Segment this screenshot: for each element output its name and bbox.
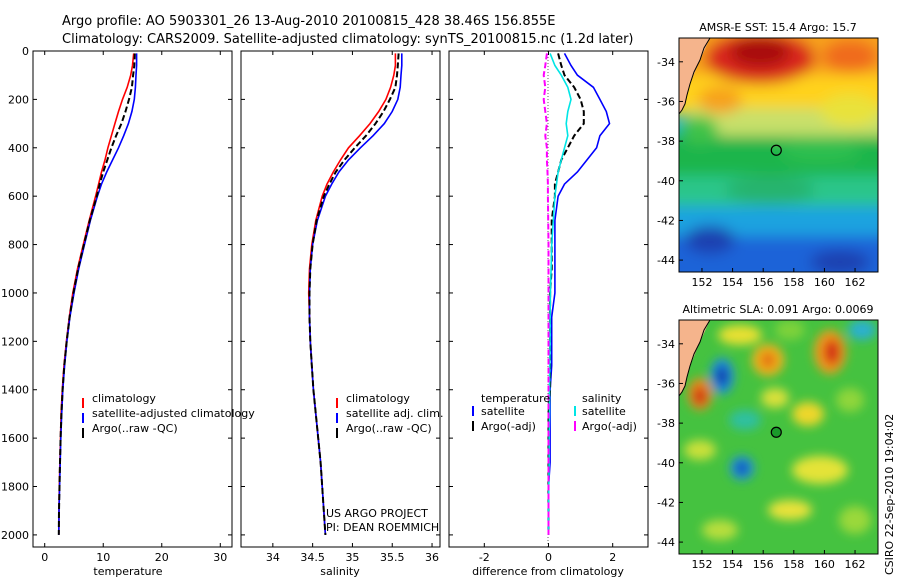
x-tick-label: 34.5	[300, 551, 325, 564]
map-y-tick-label: -40	[657, 457, 675, 470]
pi-annotation: PI: DEAN ROEMMICH	[326, 521, 439, 534]
series-line-salinity-satellite	[547, 53, 572, 535]
salinity-legend: climatology satellite adj. clim. Argo(..…	[336, 392, 443, 438]
legend-temperature-title: temperature	[481, 392, 550, 405]
y-tick-label: 2000	[1, 529, 29, 542]
map-x-tick-label: 160	[814, 276, 835, 289]
series-line-satellite-adj-clim-	[308, 53, 403, 535]
map-x-tick-label: 162	[845, 558, 866, 571]
x-tick-label: 2	[609, 551, 616, 564]
legend-sal-argo: Argo(-adj)	[582, 420, 637, 433]
temperature-axes-box	[32, 50, 233, 548]
legend-salinity-title: salinity	[582, 392, 622, 405]
map-y-tick-label: -38	[657, 135, 675, 148]
map-x-tick-label: 152	[691, 276, 712, 289]
y-tick-label: 400	[8, 142, 29, 155]
map-x-tick-label: 154	[722, 558, 743, 571]
y-tick-label: 1200	[1, 335, 29, 348]
sla-map-title: Altimetric SLA: 0.091 Argo: 0.0069	[682, 303, 873, 316]
legend-satellite-adjusted: satellite-adjusted climatology	[92, 407, 255, 420]
map-y-tick-label: -42	[657, 214, 675, 227]
figure-title-line2: Climatology: CARS2009. Satellite-adjuste…	[62, 32, 634, 47]
sst-map: AMSR-E SST: 15.4 Argo: 15.7	[657, 21, 879, 289]
series-line-satellite-adjusted-climatology	[58, 53, 138, 535]
salinity-panel: 34 34.5 35 35.5 36 salinity climatology sate…	[240, 50, 443, 578]
project-annotation: US ARGO PROJECT	[326, 507, 428, 520]
map-y-tick-label: -40	[657, 175, 675, 188]
series-line-climatology	[58, 53, 135, 535]
map-y-tick-label: -34	[657, 56, 675, 69]
x-tick-label: -2	[479, 551, 490, 564]
map-y-tick-label: -34	[657, 338, 675, 351]
sst-map-frame	[678, 37, 879, 273]
map-x-tick-label: 158	[783, 558, 804, 571]
y-tick-label: 1400	[1, 384, 29, 397]
map-y-tick-label: -36	[657, 377, 675, 390]
salinity-axes-box	[240, 50, 441, 548]
series-line-argo-raw-qc-	[308, 53, 400, 535]
sst-field	[679, 38, 878, 272]
series-line-salinity-argo-adj-	[542, 53, 550, 535]
map-x-tick-label: 154	[722, 276, 743, 289]
map-y-tick-label: -42	[657, 496, 675, 509]
map-y-tick-label: -36	[657, 95, 675, 108]
argo-float-marker	[770, 426, 782, 438]
map-x-tick-label: 152	[691, 558, 712, 571]
legend-sal-satellite: satellite	[582, 405, 626, 418]
difference-panel: -2 0 2 difference from climatology tempera…	[448, 50, 649, 578]
map-y-tick-label: -38	[657, 417, 675, 430]
figure-title-line1: Argo profile: AO 5903301_26 13-Aug-2010 …	[62, 14, 555, 29]
x-tick-label: 34	[266, 551, 280, 564]
temperature-panel: 0 10 20 30 0 200 400 600 800 1000 1200 1400 1600 1800…	[1, 45, 255, 578]
temperature-legend: climatology satellite-adjusted climatolo…	[82, 392, 255, 438]
legend-climatology: climatology	[346, 392, 410, 405]
map-x-tick-label: 156	[753, 558, 774, 571]
y-tick-label: 800	[8, 239, 29, 252]
difference-xlabel: difference from climatology	[472, 565, 624, 578]
map-x-tick-label: 156	[753, 276, 774, 289]
x-tick-label: 0	[545, 551, 552, 564]
y-tick-label: 1800	[1, 481, 29, 494]
x-tick-label: 10	[96, 551, 110, 564]
map-x-tick-label: 160	[814, 558, 835, 571]
difference-legend: temperature satellite Argo(-adj) salinit…	[472, 392, 637, 433]
x-tick-label: 0	[41, 551, 48, 564]
temperature-xlabel: temperature	[93, 565, 162, 578]
legend-temp-argo: Argo(-adj)	[481, 420, 536, 433]
argo-float-marker	[770, 144, 782, 156]
legend-argo: Argo(..raw -QC)	[346, 422, 432, 435]
sst-map-title: AMSR-E SST: 15.4 Argo: 15.7	[699, 21, 857, 34]
legend-climatology: climatology	[92, 392, 156, 405]
legend-satellite-adj: satellite adj. clim.	[346, 407, 443, 420]
map-x-tick-label: 162	[845, 276, 866, 289]
y-tick-label: 1600	[1, 432, 29, 445]
sla-map: Altimetric SLA: 0.091 Argo: 0.0069	[657, 303, 879, 571]
series-line-temperature-satellite	[547, 53, 611, 535]
x-tick-label: 35	[345, 551, 359, 564]
x-tick-label: 30	[213, 551, 227, 564]
map-y-tick-label: -44	[657, 536, 675, 549]
series-line-argo-raw-qc-	[57, 53, 136, 535]
y-tick-label: 600	[8, 190, 29, 203]
x-tick-label: 20	[155, 551, 169, 564]
map-x-tick-label: 158	[783, 276, 804, 289]
x-tick-label: 35.5	[380, 551, 405, 564]
side-timestamp: CSIRO 22-Sep-2010 19:04:02	[883, 414, 896, 575]
legend-argo: Argo(..raw -QC)	[92, 422, 178, 435]
y-tick-label: 200	[8, 93, 29, 106]
y-tick-label: 0	[22, 45, 29, 58]
map-y-tick-label: -44	[657, 254, 675, 267]
x-tick-label: 36	[425, 551, 439, 564]
legend-temp-satellite: satellite	[481, 405, 525, 418]
sla-map-frame	[678, 319, 879, 555]
y-tick-label: 1000	[1, 287, 29, 300]
salinity-xlabel: salinity	[320, 565, 360, 578]
